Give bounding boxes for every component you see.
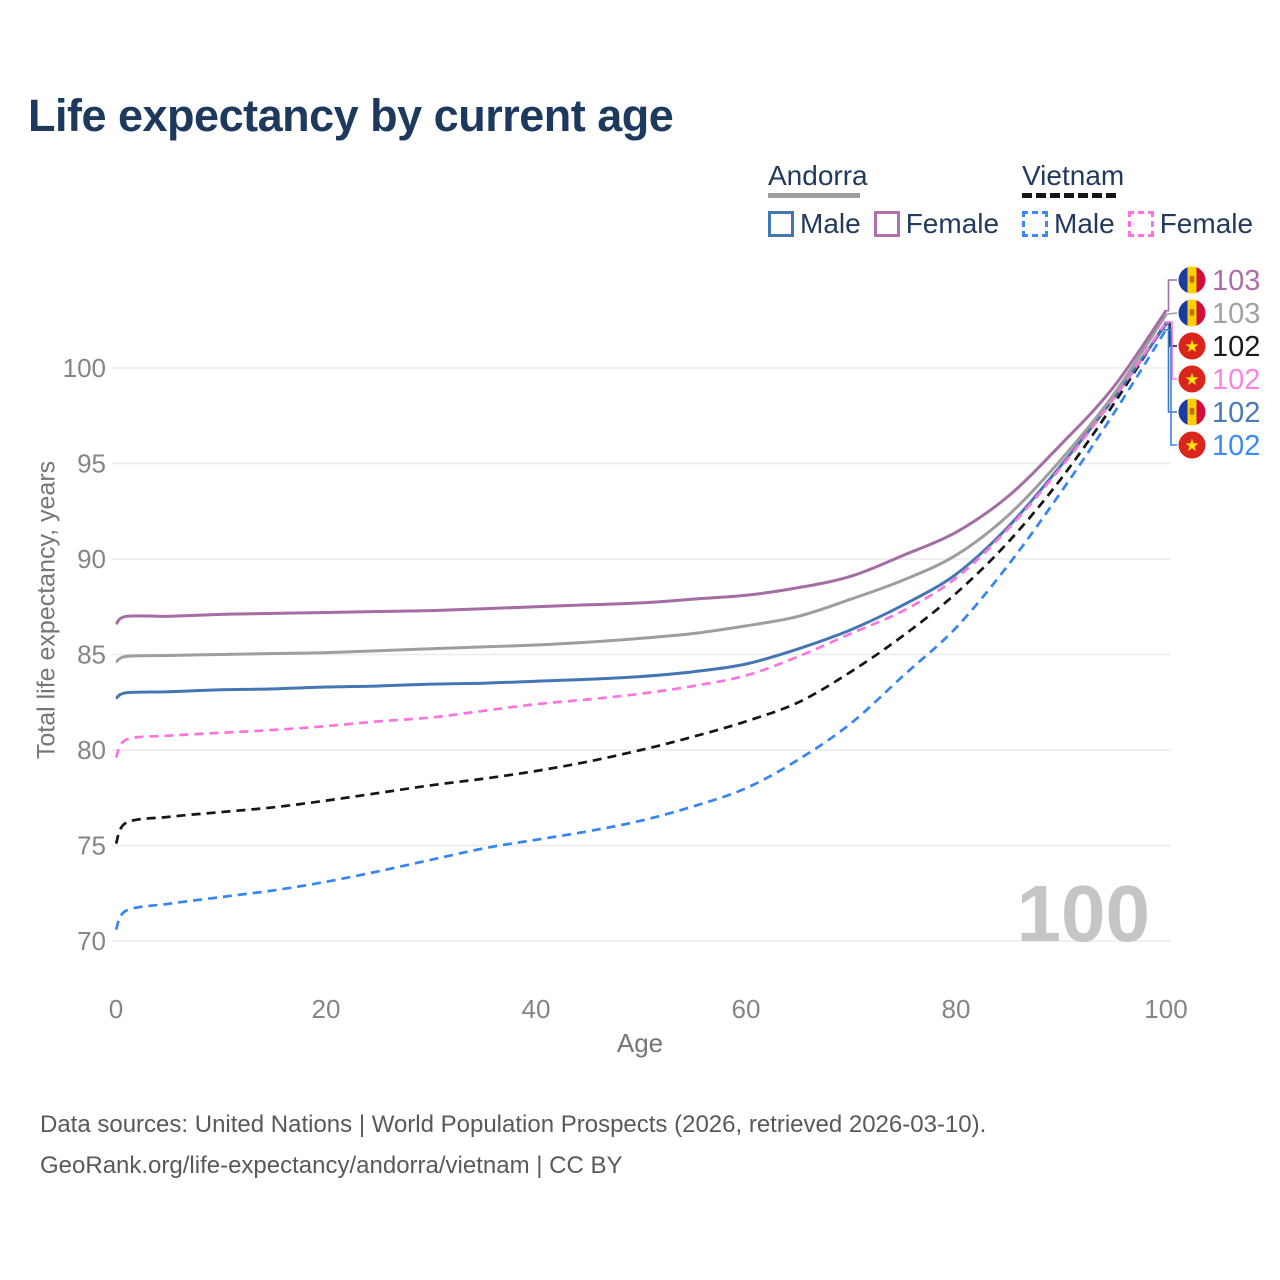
leader-line-row-5 [1164,328,1177,446]
chart-title: Life expectancy by current age [28,90,674,141]
data-series-lines [114,309,1168,931]
y-tick-label-75: 75 [77,831,106,861]
leader-line-row-1 [1163,312,1178,316]
legend-underline-solid [768,193,860,198]
legend-group-andorra: Andorra Male Female [768,161,1012,240]
legend-swatch-andorra-female[interactable] [873,211,900,237]
leader-line-row-4 [1164,323,1177,413]
legend-country-vietnam: Vietnam [1022,160,1125,191]
x-tick-label-20: 20 [312,994,341,1024]
series-line-vietnam-both-sexes [114,321,1168,845]
series-line-andorra-both-sexes [115,313,1168,664]
series-line-vietnam-female [114,321,1168,759]
legend-label-andorra-female[interactable]: Female [905,208,1000,239]
x-tick-label-80: 80 [942,994,971,1024]
y-tick-label-85: 85 [77,640,106,670]
age-counter-watermark: 100 [1017,869,1150,958]
end-label-value-row-0: 103 [1212,265,1260,297]
andorra-flag-icon [1179,399,1206,426]
legend-swatch-andorra-male[interactable] [768,211,794,237]
end-label-value-row-3: 102 [1212,364,1260,396]
data-source-line: Data sources: United Nations | World Pop… [40,1111,987,1138]
x-axis-title: Age [616,1028,664,1058]
label-leader-lines [1163,279,1178,446]
legend-label-vietnam-male[interactable]: Male [1054,208,1115,239]
end-label-value-row-1: 103 [1212,298,1260,330]
x-tick-label-60: 60 [732,994,761,1024]
axis-tick-labels: 70 75 80 85 90 95 100 0 20 40 60 80 100 [63,353,1188,1024]
end-label-value-row-2: 102 [1212,331,1260,363]
vietnam-flag-icon [1178,431,1206,459]
y-tick-label-70: 70 [77,926,106,956]
legend-country-andorra: Andorra [768,160,868,191]
legend-label-vietnam-female[interactable]: Female [1159,208,1254,239]
end-label-value-row-5: 102 [1212,430,1260,462]
y-axis-title: Total life expectancy, years [32,460,61,760]
legend-swatch-vietnam-female[interactable] [1127,211,1154,237]
x-tick-label-100: 100 [1144,994,1187,1024]
leader-line-row-0 [1164,279,1177,312]
leader-line-row-3 [1164,321,1177,380]
andorra-flag-icon [1179,267,1206,294]
y-tick-label-95: 95 [77,449,106,479]
vietnam-flag-icon [1178,365,1206,393]
footer: Data sources: United Nations | World Pop… [40,1104,986,1186]
y-tick-label-100: 100 [63,353,106,383]
vietnam-flag-icon [1178,332,1206,360]
x-tick-label-0: 0 [109,994,123,1024]
series-line-vietnam-male [114,329,1168,931]
series-line-andorra-male [115,323,1168,700]
legend-underline-dashed [1022,193,1116,198]
andorra-flag-icon [1179,300,1206,327]
series-line-andorra-female [114,309,1168,626]
x-tick-label-40: 40 [522,994,551,1024]
legend-group-vietnam: Vietnam Male Female [1022,161,1266,240]
y-tick-label-90: 90 [77,544,106,574]
end-label-value-row-4: 102 [1212,397,1260,429]
legend-label-andorra-male[interactable]: Male [800,208,861,239]
legend-swatch-vietnam-male[interactable] [1022,211,1048,237]
y-tick-label-80: 80 [77,735,106,765]
attribution-line: GeoRank.org/life-expectancy/andorra/viet… [40,1152,623,1179]
